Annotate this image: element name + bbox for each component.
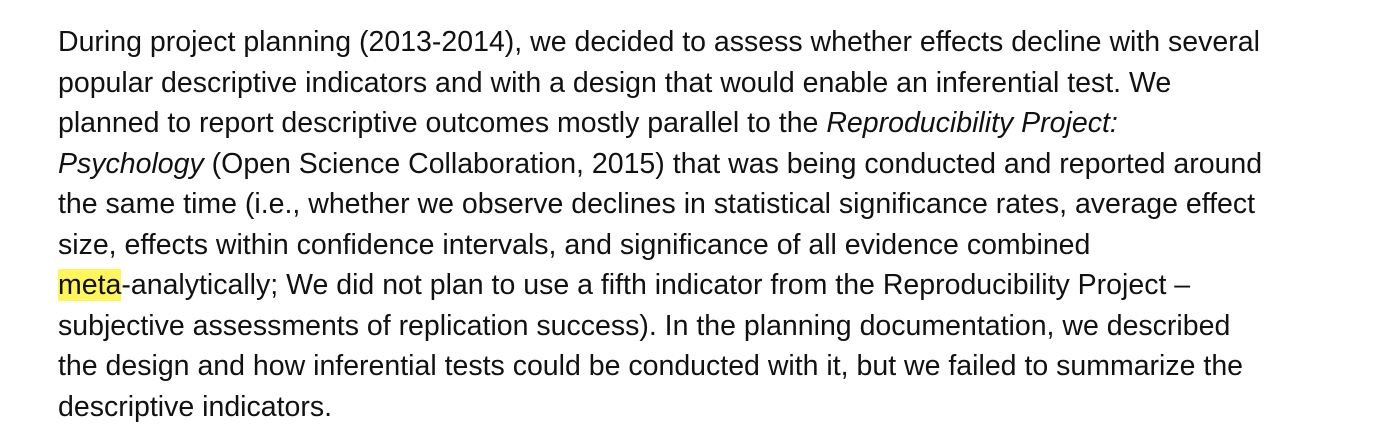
paragraph-line-9: the design and how inferential tests cou… <box>58 350 1244 382</box>
paragraph-line-8: subjective assessments of replication su… <box>58 309 1231 342</box>
paragraph-line-1: During project planning (2013-2014), we … <box>58 26 1260 58</box>
paragraph-line-3: planned to report descriptive outcomes m… <box>58 103 1378 144</box>
paragraph-line-6: size, effects within confidence interval… <box>58 228 1091 261</box>
document-paragraph: During project planning (2013-2014), we … <box>58 22 1378 427</box>
paragraph-line-4-text: (Open Science Collaboration, 2015) that … <box>203 147 1263 180</box>
paragraph-line-7-text: -analytically; We did not plan to use a … <box>121 269 1191 301</box>
paragraph-line-3-text: planned to report descriptive outcomes m… <box>58 107 827 139</box>
italic-title-part-1: Reproducibility Project: <box>826 107 1118 139</box>
paragraph-line-5: the same time (i.e., whether we observe … <box>58 188 1256 220</box>
paragraph-line-2: popular descriptive indicators and with … <box>58 66 1172 99</box>
paragraph-line-4: Psychology (Open Science Collaboration, … <box>58 144 1378 185</box>
paragraph-line-7: meta-analytically; We did not plan to us… <box>58 265 1378 306</box>
paragraph-line-10: descriptive indicators. <box>58 390 333 423</box>
search-highlight: meta <box>58 269 122 301</box>
italic-title-part-2: Psychology <box>58 147 204 180</box>
